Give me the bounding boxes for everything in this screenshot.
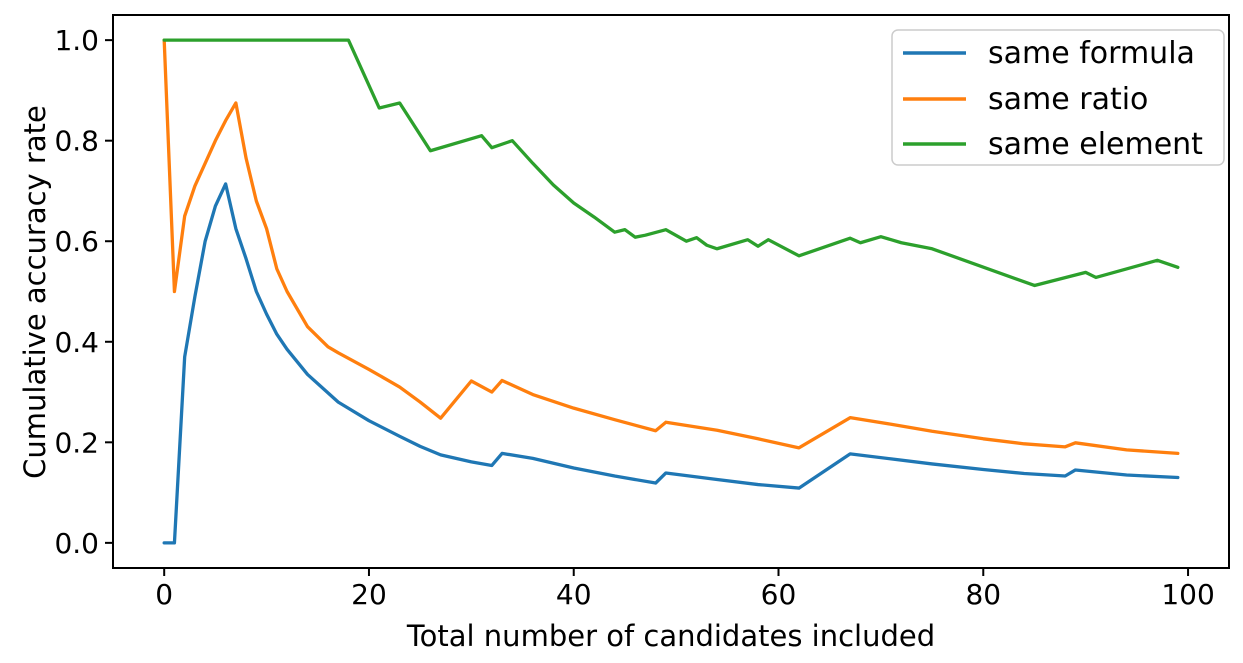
x-tick-label: 40 — [556, 578, 592, 611]
y-tick-label: 0.8 — [54, 125, 99, 158]
x-tick-label: 20 — [351, 578, 387, 611]
series-line-same-ratio — [162, 38, 1180, 456]
y-tick-label: 0.2 — [54, 426, 99, 459]
y-axis-label: Cumulative accuracy rate — [18, 105, 52, 479]
x-tick-label: 0 — [155, 578, 173, 611]
legend-label: same formula — [988, 36, 1195, 71]
x-tick-label: 100 — [1161, 578, 1214, 611]
y-tick-label: 0.0 — [54, 527, 99, 560]
y-tick-label: 0.4 — [54, 326, 99, 359]
legend-box — [891, 29, 1225, 166]
series-line-same-element — [162, 38, 1180, 288]
legend-label: same element — [988, 127, 1203, 162]
y-tick-label: 1.0 — [54, 24, 99, 57]
x-tick-label: 60 — [761, 578, 797, 611]
x-axis-label: Total number of candidates included — [406, 619, 936, 653]
x-tick-label: 80 — [965, 578, 1001, 611]
series-line-same-formula — [162, 182, 1180, 545]
plot-frame — [112, 14, 1230, 569]
legend-label: same ratio — [988, 82, 1148, 117]
y-tick-label: 0.6 — [54, 225, 99, 258]
